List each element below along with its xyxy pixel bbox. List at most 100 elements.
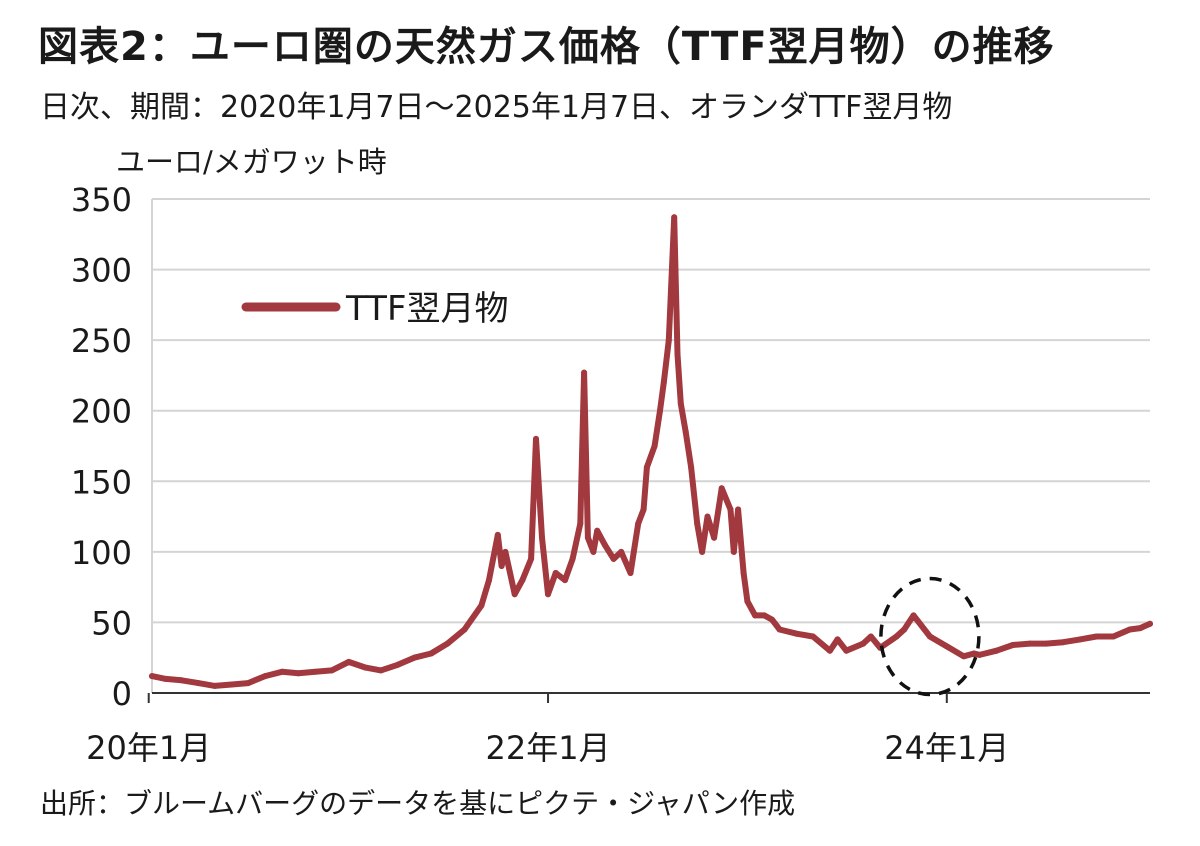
data-point (1093, 633, 1100, 640)
legend-label: TTF翌月物 (345, 289, 509, 329)
x-tick-label: 24年1月 (884, 729, 1009, 767)
data-point (730, 548, 737, 555)
data-point (769, 616, 775, 623)
x-tick-label: 20年1月 (86, 729, 211, 767)
x-axis-ticks: 20年1月 22年1月 24年1月 (86, 693, 1009, 767)
data-point (394, 661, 401, 668)
x-tick-label: 22年1月 (485, 729, 610, 767)
data-point (971, 650, 978, 657)
data-point (594, 527, 601, 534)
data-point (262, 673, 269, 680)
data-point (640, 506, 647, 513)
data-point (727, 506, 734, 513)
data-point (569, 555, 576, 562)
series-line (149, 214, 1153, 689)
data-point (328, 667, 335, 674)
data-point (577, 520, 584, 527)
data-point (461, 626, 468, 633)
data-point (910, 612, 917, 619)
data-point (926, 633, 933, 640)
data-point (893, 633, 900, 640)
data-point (776, 626, 783, 633)
data-point (312, 668, 319, 675)
data-point (428, 650, 435, 657)
data-point (627, 570, 634, 576)
data-point (601, 541, 608, 548)
data-point (1026, 640, 1033, 647)
data-point (677, 400, 684, 407)
data-point (688, 464, 695, 471)
data-point (486, 577, 492, 584)
data-point (843, 647, 850, 654)
data-point (718, 485, 725, 492)
data-point (502, 548, 509, 555)
data-point (178, 677, 185, 684)
data-point (694, 520, 701, 527)
data-point (867, 633, 874, 640)
source-note: 出所：ブルームバーグのデータを基にピクテ・ジャパン作成 (40, 787, 796, 820)
data-point (1009, 642, 1016, 648)
data-point (149, 673, 155, 680)
data-point (1110, 633, 1117, 640)
data-point (618, 548, 625, 555)
data-point (245, 680, 252, 687)
data-point (211, 682, 218, 689)
data-point (993, 647, 1000, 654)
data-point (699, 548, 706, 555)
gridlines (151, 198, 1150, 694)
data-point (498, 563, 505, 569)
data-point (228, 681, 235, 688)
data-point (162, 675, 169, 682)
data-point (519, 577, 526, 584)
data-point (1147, 620, 1153, 627)
data-point (860, 640, 867, 647)
data-point (643, 464, 650, 471)
data-point (735, 506, 742, 513)
data-point (752, 612, 759, 619)
data-point (810, 633, 816, 640)
data-point (834, 636, 841, 643)
data-point (674, 351, 681, 358)
data-point (704, 513, 711, 520)
data-point (635, 520, 642, 527)
data-point (1077, 636, 1084, 643)
data-point (345, 658, 352, 665)
y-tick-label: 0 (112, 675, 132, 713)
data-point (976, 651, 983, 658)
chart-title: 図表2：ユーロ圏の天然ガス価格（TTF翌月物）の推移 (38, 24, 1055, 70)
y-tick-label: 350 (71, 181, 132, 219)
data-point (1060, 639, 1067, 646)
y-axis-ticks: 0 50 100 150 200 250 300 350 (71, 181, 132, 713)
data-point (943, 643, 950, 650)
data-point (826, 647, 833, 654)
data-point (581, 369, 588, 376)
y-tick-label: 150 (71, 463, 132, 501)
data-point (610, 555, 617, 562)
data-point (545, 591, 551, 598)
chart-subtitle: 日次、期間：2020年1月7日～2025年1月7日、オランダTTF翌月物 (40, 90, 953, 125)
data-point (665, 337, 672, 344)
data-point (657, 407, 663, 414)
data-point (651, 443, 658, 449)
data-point (711, 534, 718, 541)
data-point (411, 654, 418, 661)
data-point (901, 626, 908, 633)
data-point (539, 534, 545, 541)
data-point (562, 577, 568, 584)
y-tick-label: 300 (71, 252, 132, 290)
y-tick-label: 50 (91, 604, 132, 642)
data-point (295, 670, 302, 677)
data-point (671, 214, 678, 221)
data-point (590, 548, 597, 555)
data-point (761, 612, 768, 619)
y-tick-label: 250 (71, 322, 132, 360)
y-tick-label: 100 (71, 534, 132, 572)
y-tick-label: 200 (71, 393, 132, 431)
data-point (1126, 626, 1133, 633)
data-point (740, 570, 747, 576)
data-point (528, 555, 535, 562)
data-point (195, 680, 202, 687)
data-point (494, 531, 501, 538)
data-point (960, 653, 967, 660)
